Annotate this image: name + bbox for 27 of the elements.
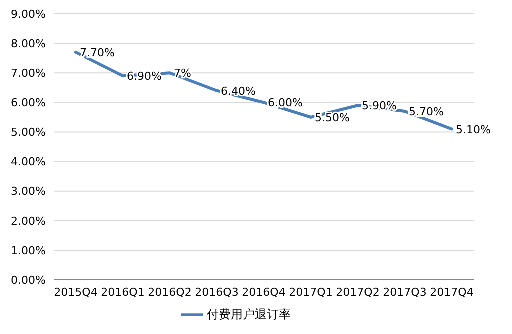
data-label: 7.70%: [80, 46, 115, 60]
y-tick-label: 4.00%: [11, 156, 46, 169]
y-tick-label: 2.00%: [11, 214, 46, 228]
x-tick-label: 2016Q3: [195, 286, 239, 299]
y-tick-label: 7.00%: [11, 67, 46, 80]
y-tick-label: 8.00%: [11, 37, 46, 50]
data-label: 6.00%: [268, 96, 303, 110]
data-label: 5.70%: [409, 106, 444, 119]
y-tick-label: 6.00%: [11, 96, 46, 110]
data-label: 5.10%: [456, 123, 491, 136]
data-label: 6.40%: [221, 84, 256, 98]
data-label: 7%: [174, 67, 192, 80]
x-tick-label: 2017Q3: [383, 286, 427, 299]
x-tick-label: 2016Q4: [242, 286, 286, 299]
x-tick-label: 2015Q4: [54, 286, 98, 299]
y-tick-label: 3.00%: [11, 185, 46, 198]
x-tick-label: 2017Q1: [289, 286, 333, 299]
legend-label: 付费用户退订率: [207, 307, 291, 322]
y-tick-label: 1.00%: [11, 244, 46, 258]
y-tick-label: 0.00%: [11, 274, 46, 287]
x-tick-label: 2016Q2: [148, 286, 192, 299]
y-tick-label: 5.00%: [11, 126, 46, 140]
x-tick-label: 2017Q4: [430, 286, 474, 299]
y-tick-label: 9.00%: [11, 8, 46, 21]
x-tick-label: 2017Q2: [336, 286, 380, 299]
x-tick-label: 2016Q1: [101, 286, 145, 299]
data-label: 5.50%: [315, 111, 350, 124]
